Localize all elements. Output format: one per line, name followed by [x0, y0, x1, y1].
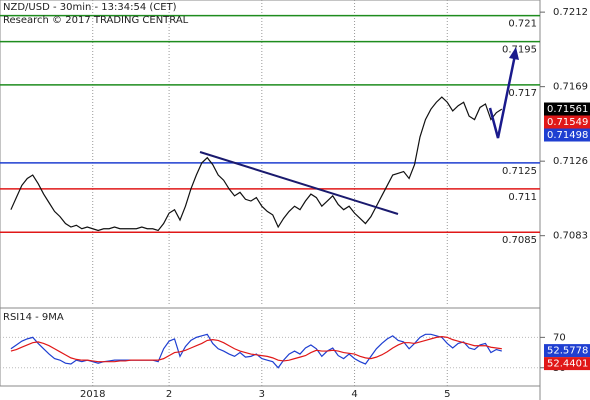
price-tag-label: 52.4401: [547, 359, 588, 370]
series-line: [10, 333, 502, 369]
series-line: [10, 335, 502, 363]
y-tick-label: 0.7169: [553, 82, 588, 93]
x-tick-label: 4: [351, 389, 357, 400]
y-tick-label: 70: [553, 332, 566, 343]
price-tag-label: 0.71561: [547, 104, 588, 115]
level-label: 0.711: [508, 192, 537, 203]
x-tick-label: 2018: [80, 389, 105, 400]
y-tick-label: 0.7212: [553, 7, 588, 18]
chart-title: NZD/USD - 30min - 13:34:54 (CET): [3, 2, 177, 13]
price-tag: [544, 344, 590, 358]
level-label: 0.721: [508, 19, 537, 30]
trend-line: [199, 151, 399, 215]
forecast-arrow: [488, 54, 517, 139]
price-tag-label: 0.71498: [547, 130, 588, 141]
x-tick-label: 3: [259, 389, 265, 400]
series-line: [10, 96, 503, 232]
price-tag: [544, 115, 590, 129]
level-label: 0.7085: [502, 235, 537, 246]
x-tick-label: 5: [444, 389, 450, 400]
price-tag: [544, 128, 590, 142]
x-tick-label: 2: [166, 389, 172, 400]
level-label: 0.717: [508, 88, 537, 99]
plot-frame: [0, 0, 541, 387]
arrow-head: [509, 47, 519, 60]
level-label: 0.7195: [502, 45, 537, 56]
level-label: 0.7125: [502, 166, 537, 177]
price-tag: [544, 357, 590, 371]
price-tag: [544, 102, 590, 116]
y-tick-label: 0.7083: [553, 231, 588, 242]
price-tag-label: 52.5778: [547, 346, 588, 357]
rsi-title: RSI14 - 9MA: [3, 312, 64, 323]
chart-subtitle: Research © 2017 TRADING CENTRAL: [3, 15, 189, 26]
y-tick-label: 0.7126: [553, 156, 588, 167]
price-tag-label: 0.71549: [547, 117, 588, 128]
